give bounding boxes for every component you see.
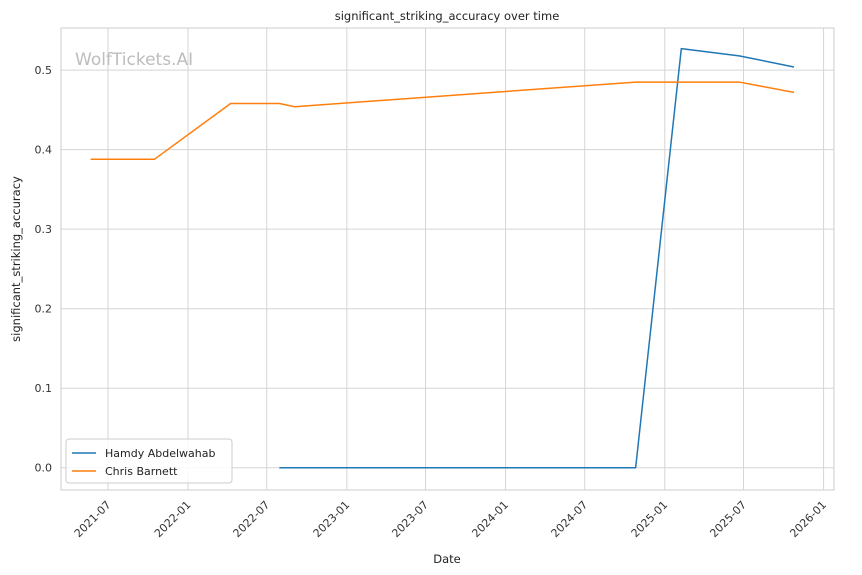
legend-label-hamdy-abdelwahab: Hamdy Abdelwahab bbox=[105, 447, 215, 460]
data-point-chris-barnett bbox=[793, 92, 795, 94]
data-point-hamdy-abdelwahab bbox=[681, 48, 683, 50]
y-gridlines bbox=[61, 69, 834, 469]
y-tick-label: 0.4 bbox=[35, 144, 53, 157]
data-point-chris-barnett bbox=[90, 158, 92, 160]
y-tick-label: 0.3 bbox=[35, 223, 53, 236]
legend-label-chris-barnett: Chris Barnett bbox=[105, 465, 178, 478]
y-tick-labels: 0.0 0.1 0.2 0.3 0.4 0.5 bbox=[35, 64, 53, 475]
data-point-chris-barnett bbox=[738, 81, 740, 83]
x-gridlines bbox=[107, 28, 825, 490]
data-point-chris-barnett bbox=[294, 106, 296, 108]
data-point-chris-barnett bbox=[635, 81, 637, 83]
data-point-chris-barnett bbox=[230, 103, 232, 105]
series-line-hamdy-abdelwahab bbox=[279, 47, 795, 469]
watermark: WolfTickets.AI bbox=[75, 50, 193, 70]
y-tick-label: 0.1 bbox=[35, 382, 53, 395]
data-point-hamdy-abdelwahab bbox=[793, 66, 795, 68]
y-tick-label: 0.5 bbox=[35, 64, 53, 77]
y-axis-label: significant_striking_accuracy bbox=[9, 176, 23, 342]
data-point-hamdy-abdelwahab bbox=[738, 55, 740, 57]
y-tick-label: 0.2 bbox=[35, 303, 53, 316]
legend: Hamdy Abdelwahab Chris Barnett bbox=[65, 438, 233, 484]
plot-area bbox=[60, 27, 835, 491]
y-tick-label: 0.0 bbox=[35, 462, 53, 475]
data-point-hamdy-abdelwahab bbox=[279, 467, 281, 469]
series-line-chris-barnett bbox=[90, 81, 795, 160]
data-point-chris-barnett bbox=[279, 103, 281, 105]
data-point-hamdy-abdelwahab bbox=[635, 467, 637, 469]
chart-title: significant_striking_accuracy over time bbox=[335, 9, 560, 23]
data-point-chris-barnett bbox=[154, 158, 156, 160]
legend-box bbox=[65, 438, 233, 484]
series-layer bbox=[90, 47, 795, 469]
x-axis-label: Date bbox=[433, 552, 461, 566]
